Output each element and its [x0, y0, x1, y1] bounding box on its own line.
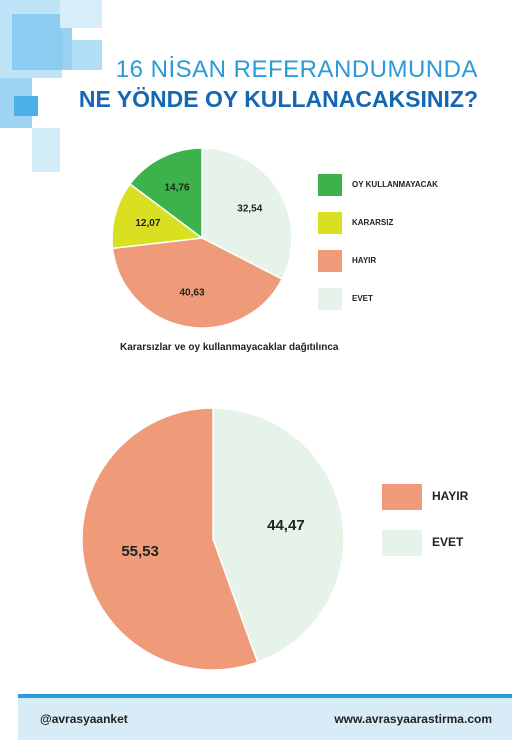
- data-label-evet: 44,47: [267, 517, 305, 534]
- decor-square-6: [32, 128, 60, 172]
- decor-square-3: [60, 0, 102, 28]
- title-line-2: NE YÖNDE OY KULLANACAKSINIZ?: [78, 86, 478, 112]
- pie-slice-oy-kullanmayacak: [128, 147, 203, 240]
- pie-slice-hayir: [81, 407, 259, 671]
- legend-label-kararsiz: KARARSIZ: [352, 218, 393, 227]
- legend-label-evet: EVET: [352, 294, 373, 303]
- decor-square-7: [72, 40, 102, 70]
- legend-swatch-evet: [382, 530, 422, 556]
- data-label-hayir: 40,63: [179, 288, 204, 299]
- legend-1: OY KULLANMAYACAK KARARSIZ HAYIR EVET: [318, 174, 438, 310]
- legend-label-evet: EVET: [432, 535, 464, 549]
- pie-chart-1: 32,54 40,63 12,07 14,76: [111, 147, 293, 329]
- legend-swatch-oy-kullanmayacak: [318, 174, 342, 196]
- data-label-evet: 32,54: [237, 203, 262, 214]
- title-line-1: 16 NİSAN REFERANDUMUNDA: [115, 56, 478, 83]
- legend-swatch-hayir: [382, 484, 422, 510]
- legend-swatch-kararsiz: [318, 212, 342, 234]
- legend-swatch-evet: [318, 288, 342, 310]
- data-label-oy-kullanmayacak: 14,76: [164, 183, 189, 194]
- legend-label-hayir: HAYIR: [432, 489, 469, 503]
- footer: @avrasyaanket www.avrasyaarastirma.com: [18, 694, 512, 740]
- data-label-hayir: 55,53: [121, 543, 159, 560]
- decor-square-5: [14, 96, 38, 116]
- footer-website: www.avrasyaarastirma.com: [334, 712, 492, 726]
- legend-swatch-hayir: [318, 250, 342, 272]
- pie-slice-kararsiz: [111, 182, 204, 250]
- pie-slice-hayir: [111, 237, 284, 329]
- legend-2: HAYIR EVET: [382, 484, 469, 556]
- pie-slice-evet: [212, 407, 345, 664]
- legend-label-hayir: HAYIR: [352, 256, 376, 265]
- legend-label-oy-kullanmayacak: OY KULLANMAYACAK: [352, 180, 438, 189]
- data-label-kararsiz: 12,07: [135, 218, 160, 229]
- chart-2-note: Kararsızlar ve oy kullanmayacaklar dağıt…: [120, 342, 339, 353]
- footer-social-handle: @avrasyaanket: [40, 712, 128, 726]
- pie-chart-2: 44,47 55,53: [81, 407, 345, 671]
- pie-slice-evet: [201, 147, 293, 281]
